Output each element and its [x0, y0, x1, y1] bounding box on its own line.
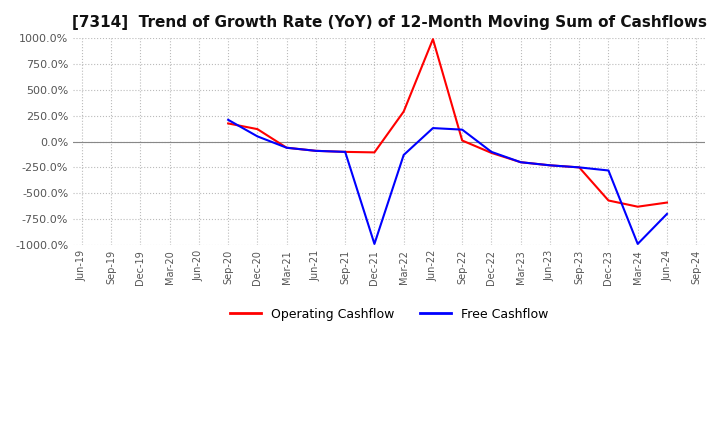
Legend: Operating Cashflow, Free Cashflow: Operating Cashflow, Free Cashflow: [225, 303, 553, 326]
Title: [7314]  Trend of Growth Rate (YoY) of 12-Month Moving Sum of Cashflows: [7314] Trend of Growth Rate (YoY) of 12-…: [71, 15, 706, 30]
